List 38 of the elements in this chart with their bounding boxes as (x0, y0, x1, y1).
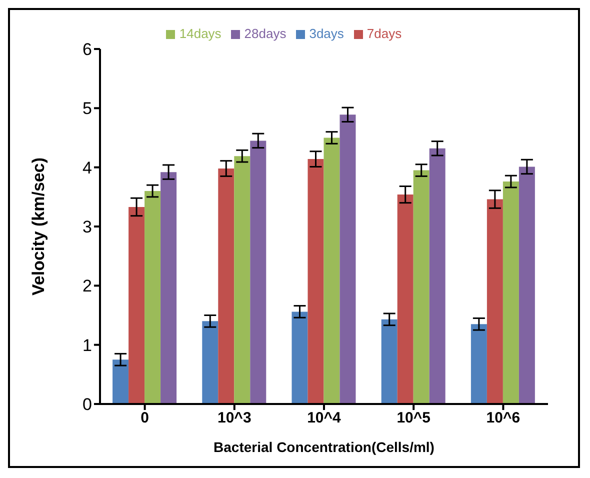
bar (486, 199, 503, 404)
bar (144, 191, 161, 404)
legend-label: 7days (366, 26, 402, 41)
x-tick-label: 0 (140, 410, 149, 427)
bar (128, 206, 145, 404)
x-tick-label: 10^6 (486, 410, 520, 427)
bar (292, 312, 308, 404)
bar (250, 140, 266, 404)
y-tick-label: 4 (82, 158, 92, 178)
y-tick-label: 5 (82, 99, 92, 118)
bar (470, 324, 487, 404)
bar (518, 166, 535, 404)
bar (160, 172, 177, 404)
y-tick-label: 1 (82, 336, 92, 355)
bar (234, 156, 250, 404)
bar (218, 168, 234, 404)
bar (202, 321, 218, 404)
bar (324, 138, 340, 404)
x-tick-label: 10^4 (307, 410, 342, 427)
x-tick-label: 10^5 (396, 410, 430, 427)
legend-label: 14days (179, 26, 222, 41)
bar (112, 360, 129, 404)
bar (413, 170, 430, 404)
bar (340, 114, 356, 404)
bar (429, 148, 446, 404)
legend-label: 3days (309, 26, 344, 41)
bar (502, 182, 519, 404)
x-tick-label: 10^3 (218, 410, 252, 427)
y-tick-label: 6 (82, 40, 92, 60)
x-axis-title: Bacterial Concentration(Cells/ml) (214, 439, 434, 455)
bar (381, 319, 398, 404)
y-tick-label: 3 (82, 218, 92, 237)
legend-label: 28days (244, 26, 286, 41)
y-tick-label: 0 (82, 395, 92, 414)
y-axis-title: Velocity (km/sec) (29, 158, 48, 296)
bar (397, 194, 414, 404)
bar (308, 159, 324, 404)
y-tick-label: 2 (82, 276, 92, 296)
